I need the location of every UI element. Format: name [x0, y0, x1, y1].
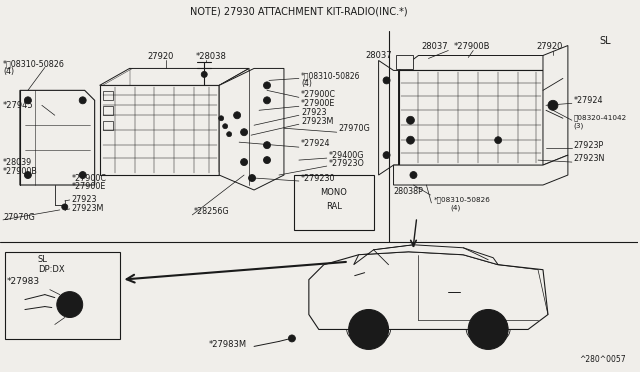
Text: *27900C: *27900C — [72, 173, 107, 183]
Text: *29400G: *29400G — [329, 151, 364, 160]
Circle shape — [383, 152, 390, 158]
Bar — [100, 86, 219, 175]
Text: *27924: *27924 — [301, 139, 330, 148]
Circle shape — [234, 112, 241, 119]
Text: *27900E: *27900E — [72, 183, 106, 192]
Text: (4): (4) — [3, 67, 14, 76]
Circle shape — [468, 310, 508, 349]
Circle shape — [264, 82, 271, 89]
Polygon shape — [399, 55, 563, 70]
Text: 27920: 27920 — [536, 42, 563, 51]
Circle shape — [57, 292, 83, 318]
Text: 27920: 27920 — [147, 52, 174, 61]
Text: (4): (4) — [301, 79, 312, 88]
Text: (3): (3) — [574, 123, 584, 129]
Text: MONO: MONO — [321, 189, 347, 198]
Text: *27923O: *27923O — [329, 158, 365, 167]
Text: 27970G: 27970G — [3, 214, 35, 222]
Text: 27923: 27923 — [301, 108, 326, 117]
Circle shape — [289, 335, 296, 342]
Circle shape — [410, 171, 417, 179]
Polygon shape — [100, 68, 249, 86]
Circle shape — [79, 97, 86, 104]
Bar — [5, 252, 120, 339]
Text: *27900B: *27900B — [453, 42, 490, 51]
Circle shape — [264, 157, 271, 164]
Polygon shape — [354, 245, 498, 265]
Text: 27923N: 27923N — [574, 154, 605, 163]
Text: 28037: 28037 — [365, 51, 392, 60]
Circle shape — [248, 174, 255, 182]
Circle shape — [264, 97, 271, 104]
Circle shape — [241, 129, 248, 136]
Polygon shape — [20, 90, 95, 185]
Text: *Ⓝ08310-50826: *Ⓝ08310-50826 — [3, 59, 65, 68]
Circle shape — [406, 136, 415, 144]
Circle shape — [227, 132, 232, 137]
Circle shape — [264, 142, 271, 149]
Text: SL: SL — [600, 36, 611, 45]
Circle shape — [548, 100, 558, 110]
Text: *27900E: *27900E — [301, 99, 335, 108]
Circle shape — [241, 158, 248, 166]
Bar — [102, 121, 113, 130]
Text: 27923M: 27923M — [72, 205, 104, 214]
Circle shape — [406, 116, 415, 124]
Circle shape — [478, 320, 498, 339]
Bar — [399, 70, 543, 165]
Circle shape — [24, 97, 31, 104]
Text: *27900B: *27900B — [3, 167, 38, 176]
Circle shape — [79, 171, 86, 179]
Polygon shape — [543, 45, 568, 165]
Text: *27924: *27924 — [574, 96, 604, 105]
Text: *27983M: *27983M — [209, 340, 247, 349]
Text: SL: SL — [38, 255, 48, 264]
Text: *28038: *28038 — [195, 52, 226, 61]
Bar — [294, 175, 374, 230]
Text: 27923M: 27923M — [301, 117, 333, 126]
Text: *27900C: *27900C — [301, 90, 336, 99]
Text: DP:DX: DP:DX — [38, 265, 65, 274]
Text: (4): (4) — [451, 205, 461, 211]
Circle shape — [383, 77, 390, 84]
Text: *Ⓝ08310-50826: *Ⓝ08310-50826 — [301, 71, 360, 80]
Text: 27923P: 27923P — [574, 141, 604, 150]
Circle shape — [219, 116, 223, 121]
Text: *27983: *27983 — [7, 277, 40, 286]
Circle shape — [64, 299, 76, 311]
Text: 28037: 28037 — [421, 42, 448, 51]
Text: *28256G: *28256G — [195, 208, 230, 217]
Bar — [102, 106, 113, 115]
Text: 28038P: 28038P — [394, 187, 424, 196]
Text: *27945: *27945 — [3, 101, 34, 110]
Polygon shape — [219, 68, 284, 190]
Circle shape — [358, 320, 379, 339]
Bar — [102, 92, 113, 100]
Polygon shape — [379, 61, 399, 175]
Polygon shape — [394, 155, 568, 185]
Text: RAL: RAL — [326, 202, 342, 211]
Text: *28039: *28039 — [3, 158, 32, 167]
Text: *Ⓝ08310-50826: *Ⓝ08310-50826 — [433, 197, 490, 203]
Polygon shape — [219, 68, 249, 172]
Circle shape — [349, 310, 388, 349]
Circle shape — [201, 71, 207, 77]
Circle shape — [495, 137, 502, 144]
Text: 27923: 27923 — [72, 195, 97, 205]
Text: Ⓝ08320-41042: Ⓝ08320-41042 — [574, 114, 627, 121]
Text: 27970G: 27970G — [339, 124, 371, 133]
Circle shape — [24, 171, 31, 179]
Text: *279230: *279230 — [301, 173, 335, 183]
Polygon shape — [309, 252, 548, 330]
Bar — [396, 55, 413, 70]
Circle shape — [62, 204, 68, 210]
Text: ^280^0057: ^280^0057 — [579, 355, 626, 364]
Circle shape — [223, 124, 228, 129]
Text: NOTE) 27930 ATTACHMENT KIT-RADIO(INC.*): NOTE) 27930 ATTACHMENT KIT-RADIO(INC.*) — [190, 7, 408, 17]
